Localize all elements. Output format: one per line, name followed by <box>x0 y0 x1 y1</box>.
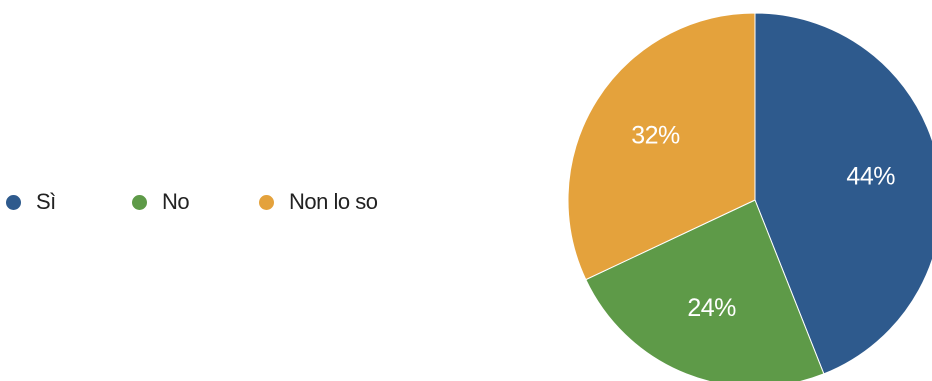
pie-slice-non-lo-so[interactable] <box>567 12 756 281</box>
legend-item-no[interactable]: No <box>132 187 190 217</box>
pie-slice-labels: 44% 24% 32% <box>631 122 896 323</box>
legend-label-no: No <box>162 189 190 214</box>
pie-slice-label-si: 44% <box>846 163 895 191</box>
pie-slice-si[interactable] <box>754 12 932 375</box>
legend-swatch-non-lo-so <box>259 194 274 210</box>
legend-label-non-lo-so: Non lo so <box>289 189 378 214</box>
pie-slice-label-no: 24% <box>687 294 736 322</box>
chart-legend: Sì No Non lo so <box>0 187 520 217</box>
legend-swatch-si <box>6 194 21 210</box>
legend-swatch-no <box>132 194 147 210</box>
legend-item-non-lo-so[interactable]: Non lo so <box>259 187 378 217</box>
pie-slice-label-non-lo-so: 32% <box>631 122 680 150</box>
legend-item-si[interactable]: Sì <box>6 187 56 217</box>
legend-label-si: Sì <box>36 189 56 214</box>
pie-slice-no[interactable] <box>585 199 825 381</box>
pie-slices <box>567 12 932 381</box>
